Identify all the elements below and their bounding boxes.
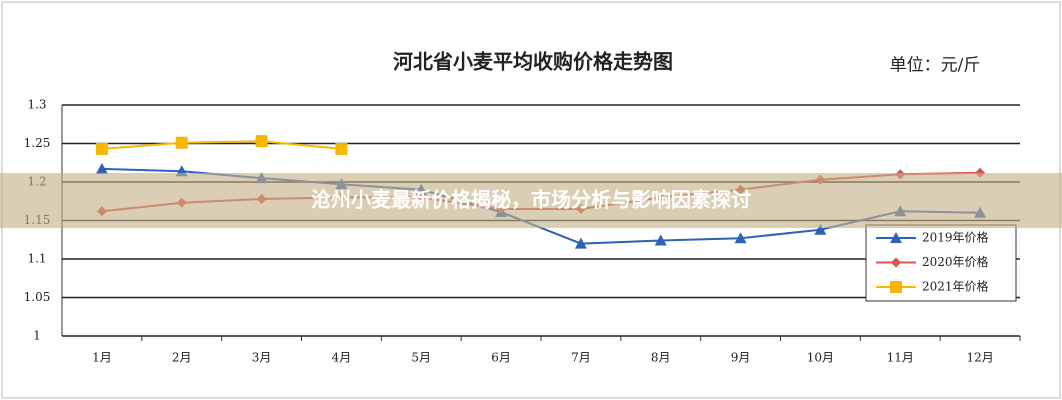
x-tick-label: 5月 <box>411 351 431 365</box>
x-tick-label: 9月 <box>731 351 751 365</box>
x-tick-label: 10月 <box>807 351 834 365</box>
legend-label: 2019年价格 <box>922 230 989 245</box>
series-line <box>101 140 342 150</box>
legend-label: 2021年价格 <box>922 279 989 294</box>
x-tick-label: 8月 <box>651 351 671 365</box>
x-tick-label: 6月 <box>491 351 511 365</box>
x-tick-label: 1月 <box>92 351 112 365</box>
marker <box>255 135 268 148</box>
y-tick-label: 1.1 <box>27 252 46 266</box>
unit-label: 单位：元/斤 <box>890 56 981 76</box>
y-tick-label: 1 <box>33 329 41 343</box>
legend-label: 2020年价格 <box>922 254 989 269</box>
x-tick-label: 12月 <box>966 351 993 365</box>
chart-title: 河北省小麦平均收购价格走势图 <box>393 50 673 74</box>
marker <box>95 162 108 174</box>
marker <box>734 232 747 244</box>
y-tick-label: 1.05 <box>24 290 51 304</box>
banner <box>0 173 1062 228</box>
marker <box>335 142 348 155</box>
x-tick-label: 2月 <box>172 351 192 365</box>
y-tick-label: 1.3 <box>27 98 46 112</box>
marker <box>175 136 188 149</box>
y-tick-label: 1.25 <box>24 136 51 150</box>
legend-marker <box>890 281 902 293</box>
x-tick-label: 3月 <box>252 351 272 365</box>
x-tick-label: 7月 <box>571 351 591 365</box>
marker <box>574 237 587 249</box>
marker <box>654 234 667 246</box>
legend-marker <box>891 257 901 268</box>
x-tick-label: 11月 <box>887 351 914 365</box>
marker <box>814 223 827 235</box>
x-tick-label: 4月 <box>332 351 352 365</box>
legend-marker <box>890 232 902 243</box>
banner-text: 沧州小麦最新价格揭秘，市场分析与影响因素探讨 <box>311 188 751 212</box>
marker <box>95 142 108 155</box>
